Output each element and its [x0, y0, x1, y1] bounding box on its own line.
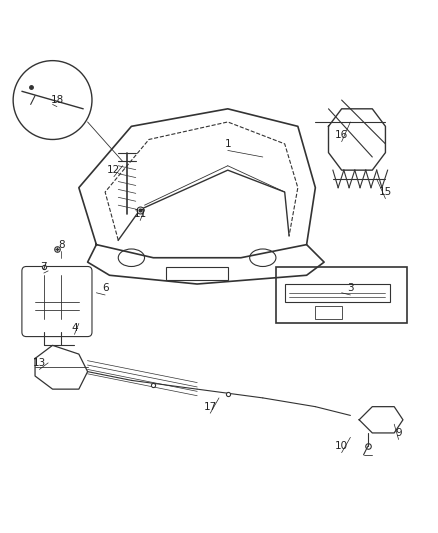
Text: 13: 13 [33, 358, 46, 368]
Bar [315, 306, 342, 319]
Text: 15: 15 [379, 187, 392, 197]
Bar [166, 266, 228, 280]
Bar [276, 266, 407, 324]
Text: 10: 10 [335, 441, 348, 451]
Bar [285, 284, 390, 302]
Text: 3: 3 [347, 284, 354, 293]
Text: 8: 8 [58, 240, 65, 249]
Text: 12: 12 [107, 165, 120, 175]
Text: 6: 6 [102, 284, 109, 293]
Text: 7: 7 [40, 262, 47, 271]
Text: 17: 17 [204, 402, 217, 411]
Text: 16: 16 [335, 130, 348, 140]
Text: 4: 4 [71, 323, 78, 333]
Text: 9: 9 [395, 428, 402, 438]
Text: 18: 18 [50, 95, 64, 105]
Text: 1: 1 [224, 139, 231, 149]
Text: 11: 11 [134, 209, 147, 219]
